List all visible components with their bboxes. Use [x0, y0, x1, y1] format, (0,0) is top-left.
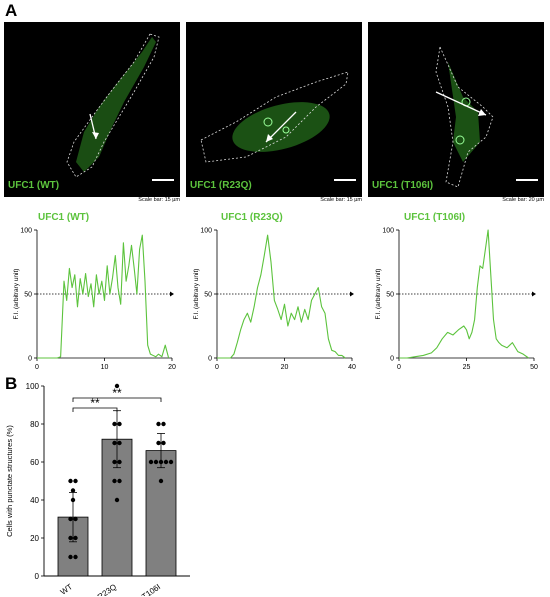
data-point: [112, 478, 117, 484]
x-tick-label: 0: [397, 364, 401, 371]
threshold-arrow: [532, 291, 536, 297]
data-point: [70, 488, 76, 493]
data-point: [161, 440, 166, 446]
x-tick-label: T106I: [140, 582, 162, 596]
scale-caption: Scale bar: 20 µm: [502, 197, 544, 203]
panel-label-b: B: [5, 374, 18, 393]
x-tick-label: 20: [281, 364, 289, 371]
micrograph-t106i: UFC1 (T106I): [368, 22, 544, 197]
data-point: [158, 459, 164, 465]
data-point: [148, 459, 154, 465]
data-point: [153, 459, 159, 465]
x-tick-label: 10: [101, 364, 109, 371]
y-tick-label: 0: [208, 356, 212, 363]
data-point: [68, 535, 73, 541]
y-tick-label: 0: [390, 356, 394, 363]
data-point: [73, 535, 78, 541]
data-point: [117, 478, 122, 484]
data-point: [112, 459, 117, 465]
y-tick-label: 0: [28, 356, 32, 363]
data-point: [117, 440, 122, 446]
panel-label-a: A: [5, 1, 18, 20]
micrograph-r23q-image: [200, 71, 349, 163]
x-tick-label: R23Q: [96, 582, 118, 596]
y-tick-label: 50: [24, 292, 32, 299]
line-chart-t106i: 05010002550Distance (µm)F.I. (arbitrary …: [375, 228, 538, 372]
y-tick-label: 50: [204, 292, 212, 299]
y-tick-label: 0: [35, 572, 40, 581]
x-tick-label: 0: [35, 364, 39, 371]
micrograph-label: UFC1 (WT): [8, 180, 60, 191]
intensity-line: [399, 229, 529, 359]
y-tick-label: 100: [382, 228, 394, 235]
x-tick-label: 50: [530, 364, 538, 371]
micrograph-label: UFC1 (T106I): [372, 180, 434, 191]
chart-title-t106i: UFC1 (T106I): [404, 212, 466, 223]
x-tick-label: 20: [168, 364, 176, 371]
chart-title-wt: UFC1 (WT): [38, 212, 90, 223]
data-point: [156, 421, 161, 427]
data-point: [112, 440, 117, 446]
data-point: [156, 440, 161, 446]
data-point: [114, 383, 120, 389]
data-point: [68, 478, 73, 484]
scale-caption: Scale bar: 15 µm: [320, 197, 362, 203]
micrograph-t106i-image: [435, 45, 494, 188]
micrograph-label: UFC1 (R23Q): [190, 180, 252, 191]
y-tick-label: 60: [30, 458, 39, 467]
y-tick-label: 40: [30, 496, 39, 505]
threshold-arrow: [170, 291, 174, 297]
x-tick-label: 40: [348, 364, 356, 371]
data-point: [112, 421, 117, 427]
threshold-arrow: [350, 291, 354, 297]
intensity-line: [37, 234, 170, 359]
data-point: [117, 421, 122, 427]
data-point: [168, 459, 174, 465]
y-tick-label: 20: [30, 534, 39, 543]
data-point: [73, 516, 78, 522]
scale-bar: [334, 179, 356, 181]
y-tick-label: 100: [200, 228, 212, 235]
data-point: [117, 459, 122, 465]
y-tick-label: 100: [26, 382, 40, 391]
y-tick-label: 50: [386, 292, 394, 299]
significance-bracket: [72, 407, 118, 412]
y-tick-label: 80: [30, 420, 39, 429]
data-point: [158, 478, 164, 484]
bar: [145, 450, 177, 577]
scale-caption: Scale bar: 15 µm: [138, 197, 180, 203]
y-tick-label: 100: [20, 228, 32, 235]
bar-chart: 0 20 40 60 80 100 Cells with punctate structur…: [5, 382, 190, 596]
y-axis-label: F.I. (arbitrary unit): [193, 269, 200, 320]
data-point: [161, 421, 166, 427]
scale-bar: [152, 179, 174, 181]
data-point: [70, 497, 76, 503]
micrograph-r23q: UFC1 (R23Q): [186, 22, 362, 197]
x-tick-label: 0: [215, 364, 219, 371]
scale-bar: [516, 179, 538, 181]
data-point: [73, 554, 78, 560]
data-point: [68, 516, 73, 522]
y-axis-label: F.I. (arbitrary unit): [13, 269, 20, 320]
significance-bracket: [72, 397, 162, 402]
micrograph-wt-image: [66, 33, 160, 178]
y-axis-label: Cells with punctate structures (%): [5, 425, 14, 537]
data-point: [73, 478, 78, 484]
x-tick-label: WT: [59, 582, 74, 596]
data-point: [68, 554, 73, 560]
data-point: [114, 497, 120, 503]
line-chart-wt: 05010001020Distance (µm)F.I. (arbitrary …: [13, 228, 176, 372]
line-chart-r23q: 05010002040Distance (µm)F.I. (arbitrary …: [193, 228, 356, 372]
x-tick-label: 25: [463, 364, 471, 371]
significance-label: **: [112, 386, 122, 400]
chart-title-r23q: UFC1 (R23Q): [221, 212, 283, 223]
data-point: [163, 459, 169, 465]
significance-label: **: [90, 396, 100, 410]
intensity-line: [217, 234, 346, 359]
micrograph-wt: UFC1 (WT): [4, 22, 180, 197]
y-axis-label: F.I. (arbitrary unit): [375, 269, 382, 320]
